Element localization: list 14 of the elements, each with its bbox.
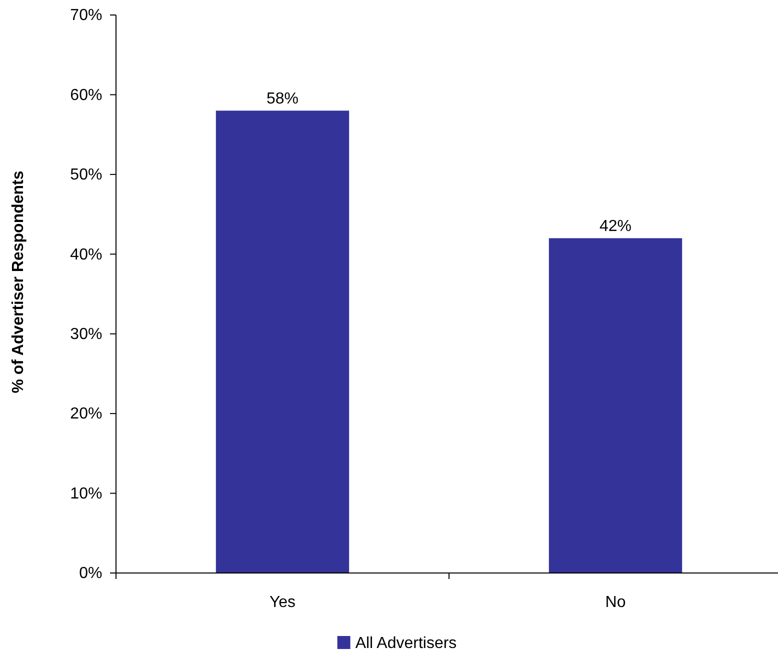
x-tick-label: No [605, 594, 626, 611]
y-tick-label: 60% [70, 86, 102, 104]
y-tick-label: 10% [70, 485, 102, 502]
x-tick-label: Yes [269, 594, 296, 611]
y-tick-label: 40% [70, 246, 102, 264]
y-tick-label: 70% [70, 7, 102, 24]
data-label: 58% [266, 90, 299, 108]
y-tick-label: 20% [70, 406, 102, 423]
y-axis-title: % of Advertiser Respondents [10, 170, 27, 394]
data-label: 42% [599, 218, 632, 236]
y-tick-label: 30% [70, 326, 102, 343]
y-tick-label: 50% [70, 166, 102, 184]
legend-label: All Advertisers [355, 635, 457, 652]
y-tick-label: 0% [79, 565, 102, 582]
